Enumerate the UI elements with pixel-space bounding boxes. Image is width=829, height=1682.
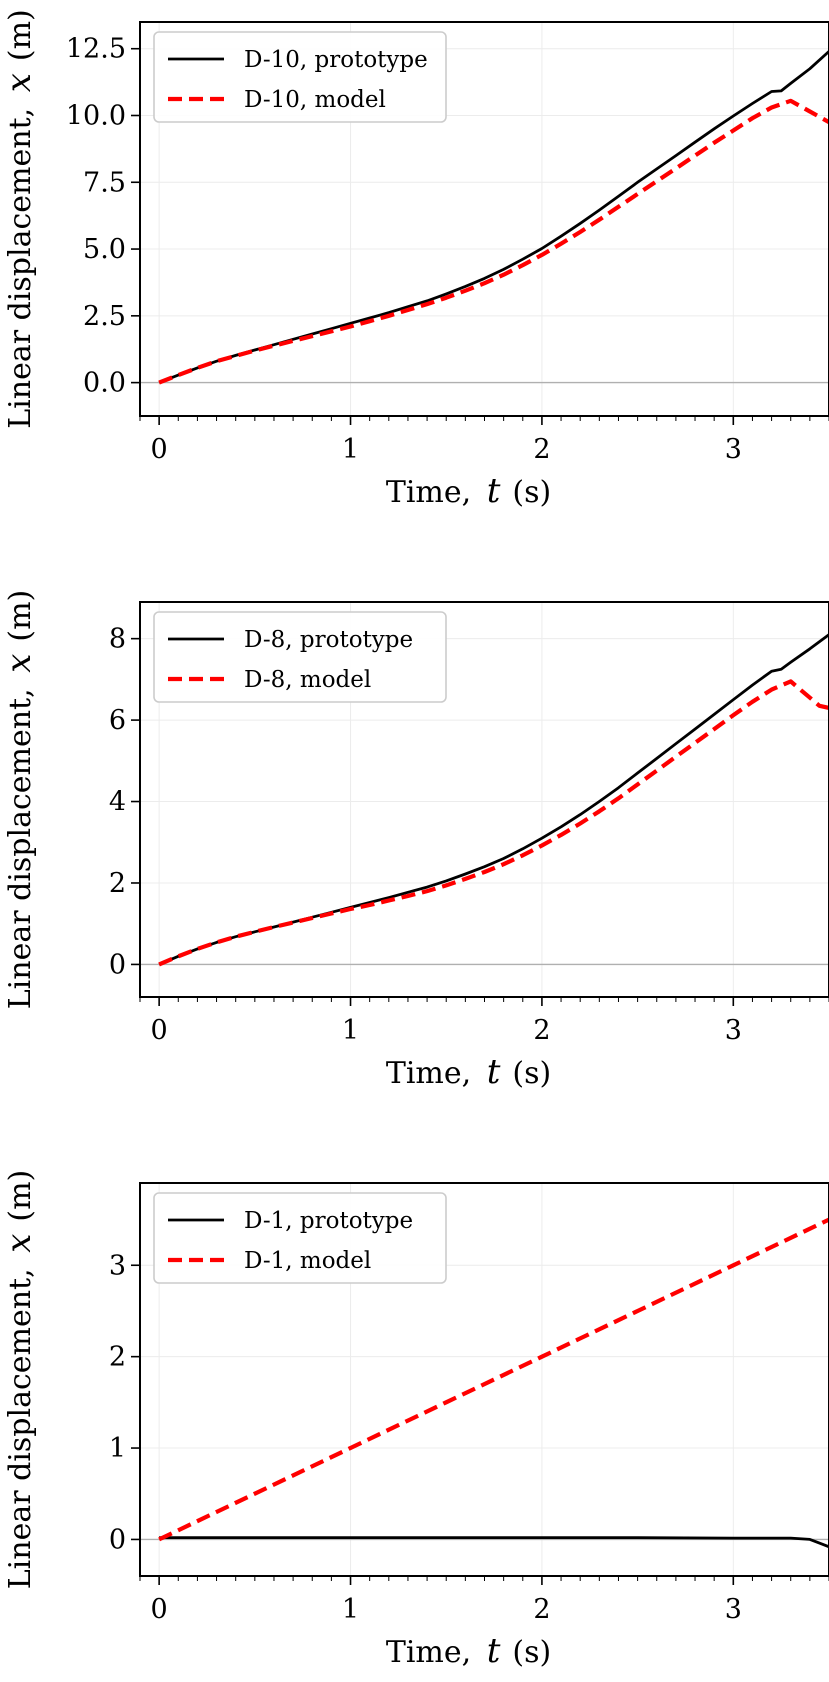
series-line-model — [158, 679, 829, 967]
y-tick-label: 8 — [109, 624, 126, 655]
series-line-prototype — [159, 1536, 829, 1549]
legend-label: D-8, prototype — [244, 627, 413, 653]
y-tick-label: 1 — [109, 1433, 126, 1464]
y-tick-label: 6 — [109, 705, 126, 736]
x-tick-label: 0 — [151, 1594, 168, 1625]
x-tick-label: 3 — [725, 434, 742, 465]
y-axis-label: Linear displacement, x(m) — [0, 1170, 39, 1590]
series-line-prototype — [158, 633, 829, 966]
y-tick-label: 0 — [109, 1524, 126, 1555]
legend: D-1, prototype D-1, model — [153, 1192, 447, 1284]
y-tick-label: 2 — [109, 1342, 126, 1373]
chart-panel-3: 0 1 2 3 0 1 2 3 Time, t (s) Linear displacement, x… — [0, 1170, 829, 1671]
legend-box — [153, 611, 447, 703]
legend: D-8, prototype D-8, model — [153, 611, 447, 703]
x-tick-label: 0 — [151, 434, 168, 465]
legend-box — [153, 31, 447, 123]
legend-label: D-8, model — [244, 667, 371, 693]
x-axis-label: Time, t (s) — [386, 1052, 551, 1092]
y-tick-label: 4 — [109, 787, 126, 818]
legend-label: D-10, prototype — [244, 47, 428, 73]
series-line-model — [158, 1217, 829, 1542]
y-tick-label: 7.5 — [83, 167, 126, 198]
x-tick-label: 1 — [342, 1015, 359, 1046]
y-tick-label: 5.0 — [83, 234, 126, 265]
y-tick-label: 10.0 — [66, 100, 126, 131]
y-axis-label: Linear displacement, x(m) — [0, 590, 39, 1010]
x-axis-label: Time, t (s) — [386, 471, 551, 511]
legend-label: D-10, model — [244, 87, 386, 113]
x-tick-label: 0 — [151, 1015, 168, 1046]
y-tick-label: 12.5 — [66, 34, 126, 65]
x-tick-label: 1 — [342, 434, 359, 465]
legend: D-10, prototype D-10, model — [153, 31, 447, 123]
x-tick-label: 3 — [725, 1594, 742, 1625]
y-tick-label: 3 — [109, 1250, 126, 1281]
y-tick-label: 2.5 — [83, 301, 126, 332]
x-tick-label: 1 — [342, 1594, 359, 1625]
y-axis-label: Linear displacement, x(m) — [0, 9, 39, 429]
x-tick-label: 3 — [725, 1015, 742, 1046]
series-line-model — [158, 98, 829, 385]
x-tick-label: 2 — [533, 434, 550, 465]
chart-panel-2: 0 1 2 3 0 2 4 6 8 Time, t (s) Linear displacement, … — [0, 590, 829, 1092]
legend-label: D-1, model — [244, 1248, 371, 1274]
legend-box — [153, 1192, 447, 1284]
chart-panel-1: 0 1 2 3 0.0 2.5 5.0 7.5 10.0 12.5 Time, t (s) Linear… — [0, 9, 829, 511]
y-tick-label: 2 — [109, 868, 126, 899]
x-axis-label: Time, t (s) — [386, 1631, 551, 1671]
y-tick-label: 0.0 — [83, 368, 126, 399]
series-line-prototype — [158, 50, 829, 384]
x-tick-label: 2 — [533, 1015, 550, 1046]
x-tick-label: 2 — [533, 1594, 550, 1625]
legend-label: D-1, prototype — [244, 1208, 413, 1234]
y-tick-label: 0 — [109, 949, 126, 980]
